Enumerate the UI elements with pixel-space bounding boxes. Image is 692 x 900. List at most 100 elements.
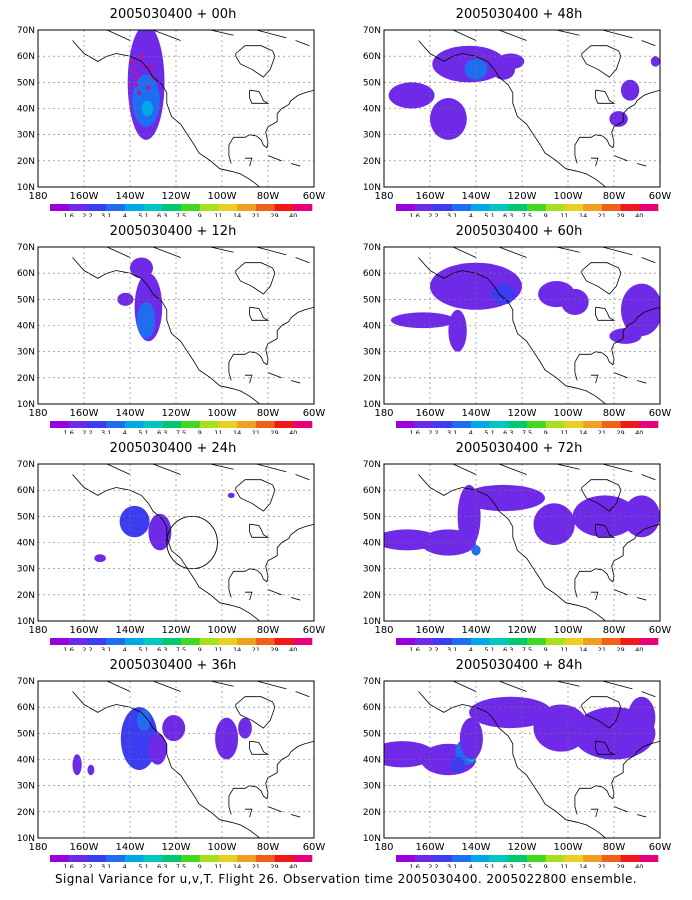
lon-tick-label: 140W [462,625,491,636]
coastline [452,681,477,692]
colorbar-swatch [639,638,659,645]
lat-tick-label: 10N [17,617,35,627]
coastline [581,45,622,78]
coastline [256,30,287,39]
colorbar-label: 21 [598,429,606,434]
colorbar-label: 29 [616,429,624,434]
coastline [574,523,660,598]
colorbar-swatch [181,638,201,645]
colorbar-label: 3.1 [101,863,111,868]
variance-contour [459,717,483,760]
lat-tick-label: 10N [17,834,35,844]
colorbar-swatch [489,204,509,211]
colorbar-label: 40 [635,646,643,651]
colorbar-label: 21 [252,863,260,868]
coastline [452,30,477,41]
colorbar-label: 9 [544,429,548,434]
lon-tick-label: 100W [208,842,237,853]
colorbar-swatch [527,638,547,645]
coastline [498,247,527,258]
panel-title: 2005030400 + 60h [455,224,583,239]
lat-tick-label: 40N [363,105,381,115]
variance-contour [561,288,589,316]
plot-frame [383,29,661,188]
lon-tick-label: 120W [508,191,537,202]
colorbar-label: 3.1 [101,212,111,217]
colorbar-swatch [274,638,294,645]
colorbar-label: 1.6 [410,429,420,434]
colorbar-swatch [489,638,509,645]
colorbar-swatch [124,855,144,862]
coastline [418,40,607,187]
colorbar-label: 14 [233,646,241,651]
variance-contour [620,79,640,101]
coastline [498,681,527,692]
variance-contour [464,58,488,80]
colorbar-label: 6.3 [503,429,513,434]
panel-title: 2005030400 + 24h [109,441,237,456]
map-content [384,30,660,187]
colorbar-swatch [255,855,275,862]
colorbar-label: 4 [123,429,127,434]
colorbar-label: 6.3 [503,646,513,651]
colorbar-label: 7.5 [176,646,186,651]
colorbar-label: 21 [252,429,260,434]
lon-tick-label: 120W [162,191,191,202]
colorbar-label: 21 [598,212,606,217]
lon-tick-label: 140W [462,191,491,202]
colorbar-label: 5.1 [484,863,494,868]
lat-tick-label: 70N [17,243,35,253]
colorbar-swatch [106,204,126,211]
colorbar-swatch [527,421,547,428]
map-content [38,464,314,621]
coastline [452,247,477,258]
colorbar-label: 4 [123,212,127,217]
lon-tick-label: 100W [554,625,583,636]
coastline [602,681,633,690]
lat-tick-label: 10N [363,400,381,410]
lon-tick-label: 160W [70,842,99,853]
colorbar-swatch [293,421,313,428]
colorbar-label: 6.3 [157,646,167,651]
plot-frame [383,680,661,839]
coastline [641,257,656,264]
colorbar-swatch [433,421,453,428]
colorbar-swatch [470,421,490,428]
colorbar-swatch [68,855,88,862]
variance-contour [650,56,660,67]
colorbar-swatch [143,638,163,645]
variance-contour [87,764,95,776]
colorbar-label: 3.1 [447,212,457,217]
coastline [290,380,301,384]
colorbar-swatch [601,855,621,862]
colorbar-swatch [50,204,70,211]
coastline [228,306,314,381]
colorbar-label: 21 [252,646,260,651]
lat-tick-label: 20N [363,374,381,384]
lat-tick-label: 70N [363,460,381,470]
coastline [210,247,234,253]
lon-tick-label: 100W [554,191,583,202]
colorbar-label: 7.5 [176,212,186,217]
lake-outline [249,523,270,538]
colorbar-swatch [124,638,144,645]
variance-contour [94,554,106,563]
colorbar-swatch [87,204,107,211]
colorbar-label: 11 [560,863,568,868]
lon-tick-label: 160W [70,625,99,636]
colorbar-label: 3.1 [447,646,457,651]
lake-outline [595,523,616,538]
colorbar-swatch [68,638,88,645]
obs-dot [132,67,137,72]
colorbar-label: 29 [270,212,278,217]
colorbar-label: 11 [214,212,222,217]
lon-tick-label: 120W [508,625,537,636]
variance-contour [238,717,252,739]
colorbar-label: 2.2 [82,212,92,217]
coastline [574,740,660,815]
coastline [295,40,310,47]
colorbar-label: 9 [198,429,202,434]
panel-title: 2005030400 + 84h [455,658,583,673]
lat-tick-label: 20N [17,591,35,601]
